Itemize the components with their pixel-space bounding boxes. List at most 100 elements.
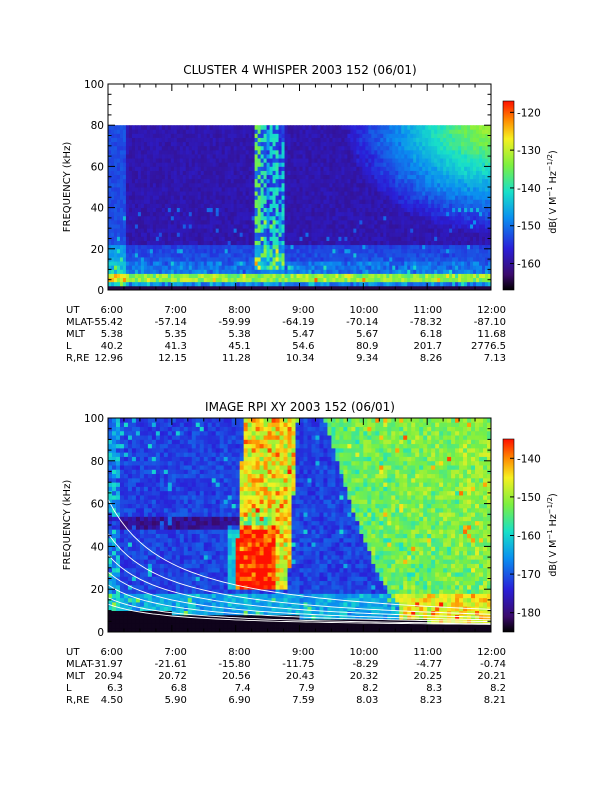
spectrogram-cell [137, 269, 142, 274]
spectrogram-cell [449, 166, 453, 171]
spectrogram-cell [227, 125, 232, 130]
spectrogram-cell [146, 244, 151, 250]
spectrogram-cell [176, 137, 181, 143]
spectrogram-cell [209, 199, 214, 204]
spectrogram-cell [218, 257, 223, 262]
spectrogram-cell [140, 137, 145, 143]
spectrogram-cell [350, 207, 354, 213]
spectrogram-cell [479, 285, 483, 290]
spectrogram-cell [113, 257, 118, 262]
spectrogram-cell [380, 232, 384, 237]
spectrogram-cell [155, 232, 160, 237]
spectrogram-cell [434, 178, 438, 184]
spectrogram-cell [155, 236, 160, 241]
spectrogram-cell [134, 178, 139, 184]
spectrogram-cell [173, 207, 178, 213]
spectrogram-cell [134, 257, 139, 262]
spectrogram-cell [302, 191, 306, 196]
spectrogram-cell [173, 211, 178, 217]
spectrogram-cell [437, 170, 441, 176]
spectrogram-cell [380, 203, 384, 208]
spectrogram-cell [422, 162, 426, 167]
spectrogram-cell [206, 265, 211, 270]
spectrogram-cell [245, 248, 250, 254]
spectrogram-cell [257, 166, 261, 171]
spectrogram-cell [134, 137, 139, 143]
spectrogram-cell [290, 182, 294, 188]
spectrogram-cell [152, 178, 157, 184]
spectrogram-cell [269, 141, 273, 147]
spectrogram-cell [323, 199, 327, 204]
spectrogram-cell [440, 182, 444, 188]
spectrogram-cell [368, 228, 372, 233]
spectrogram-cell [266, 244, 270, 250]
spectrogram-cell [299, 228, 303, 233]
spectrogram-cell [422, 178, 426, 184]
spectrogram-cell [317, 265, 321, 270]
spectrogram-cell [254, 215, 259, 221]
spectrogram-cell [239, 162, 244, 167]
spectrogram-cell [188, 174, 193, 180]
spectrogram-cell [314, 257, 318, 262]
spectrogram-cell [108, 158, 112, 163]
spectrogram-cell [272, 269, 276, 274]
spectrogram-cell [176, 236, 181, 241]
spectrogram-cell [108, 162, 112, 167]
spectrogram-cell [311, 224, 315, 229]
spectrogram-cell [434, 141, 438, 147]
spectrogram-cell [161, 277, 166, 283]
spectrogram-cell [206, 207, 211, 213]
spectrogram-cell [437, 207, 441, 213]
spectrogram-cell [236, 277, 241, 283]
spectrogram-cell [218, 265, 223, 270]
spectrogram-cell [143, 273, 148, 279]
spectrogram-cell [149, 191, 154, 196]
spectrogram-cell [479, 174, 483, 180]
spectrogram-cell [221, 133, 226, 138]
spectrogram-cell [404, 199, 408, 204]
spectrogram-cell [191, 211, 196, 217]
spectrogram-cell [230, 236, 235, 241]
spectrogram-cell [362, 215, 366, 221]
spectrogram-cell [347, 203, 351, 208]
spectrogram-cell [461, 269, 465, 274]
spectrogram-cell [353, 203, 357, 208]
spectrogram-cell [203, 273, 208, 279]
spectrogram-cell [347, 224, 351, 229]
spectrogram-cell [362, 285, 366, 290]
spectrogram-cell [251, 232, 256, 237]
spectrogram-cell [164, 281, 169, 287]
spectrogram-cell [350, 141, 354, 147]
spectrogram-cell [440, 137, 444, 143]
spectrogram-cell [380, 174, 384, 180]
spectrogram-cell [152, 273, 157, 279]
spectrogram-cell [395, 174, 399, 180]
spectrogram-cell [221, 285, 226, 290]
spectrogram-cell [374, 187, 378, 192]
spectrogram-cell [272, 285, 276, 290]
spectrogram-cell [236, 219, 241, 225]
spectrogram-cell [113, 178, 118, 184]
spectrogram-cell [287, 228, 291, 233]
spectrogram-cell [431, 149, 435, 155]
spectrogram-cell [284, 232, 288, 237]
spectrogram-cell [344, 285, 348, 290]
spectrogram-cell [266, 236, 270, 241]
spectrogram-cell [392, 182, 396, 188]
spectrogram-cell [254, 199, 259, 204]
spectrogram-cell [374, 252, 378, 258]
spectrogram-cell [113, 207, 118, 213]
spectrogram-cell [440, 265, 444, 270]
spectrogram-cell [248, 273, 253, 279]
spectrogram-cell [158, 166, 163, 171]
spectrogram-cell [338, 219, 342, 225]
spectrogram-cell [443, 232, 447, 237]
spectrogram-cell [374, 273, 378, 279]
spectrogram-cell [137, 125, 142, 130]
spectrogram-cell [455, 199, 459, 204]
spectrogram-cell [209, 195, 214, 200]
spectrogram-cell [353, 133, 357, 138]
spectrogram-cell [422, 215, 426, 221]
spectrogram-cell [299, 285, 303, 290]
spectrogram-cell [236, 170, 241, 176]
